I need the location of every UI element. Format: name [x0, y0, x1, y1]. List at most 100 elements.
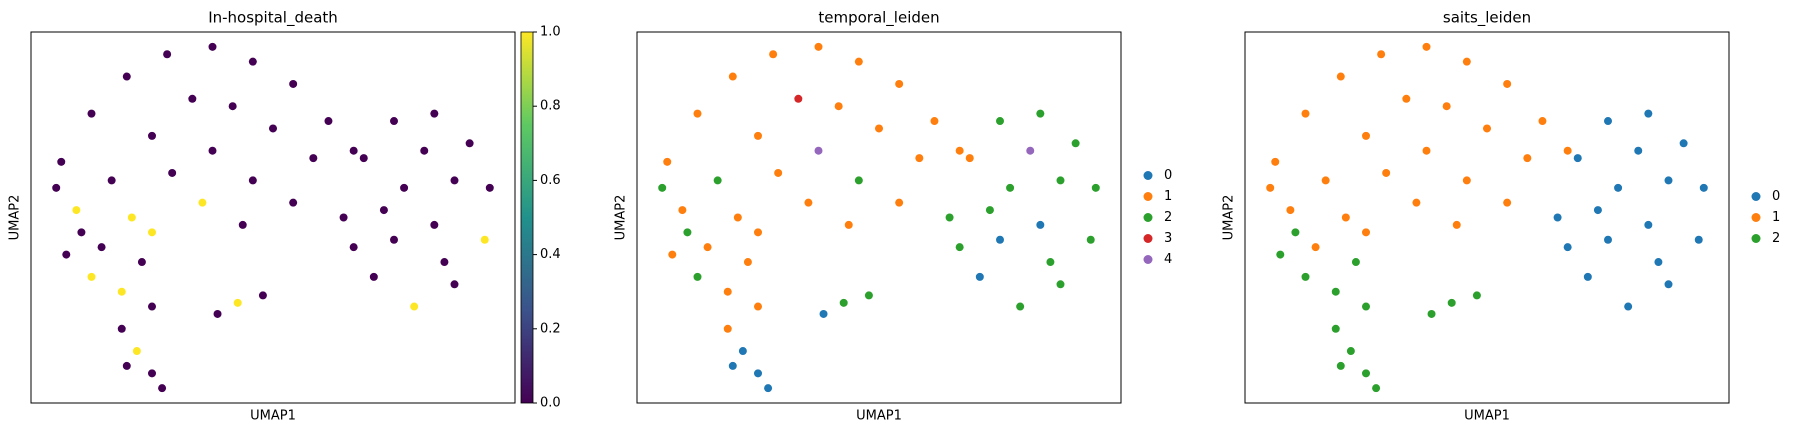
point: [148, 302, 156, 311]
legend-label: 0: [1772, 189, 1780, 204]
point: [733, 213, 742, 222]
point: [198, 198, 207, 207]
point: [228, 102, 237, 111]
point: [875, 124, 883, 133]
point: [678, 206, 687, 215]
point: [895, 198, 904, 207]
x-axis-label: UMAP1: [856, 409, 902, 424]
point: [324, 117, 333, 126]
point: [754, 302, 762, 311]
point: [450, 176, 459, 185]
point: [107, 176, 116, 185]
point: [1472, 291, 1481, 300]
point: [369, 272, 378, 281]
point: [1503, 198, 1512, 207]
point: [794, 94, 803, 103]
point: [754, 228, 762, 237]
point: [339, 213, 348, 222]
point: [1523, 154, 1532, 163]
point: [148, 131, 156, 140]
point: [965, 154, 974, 163]
point: [1447, 298, 1456, 307]
y-axis-label: UMAP2: [8, 195, 23, 241]
point: [248, 176, 257, 185]
legend-marker: [1143, 234, 1153, 243]
point: [1664, 176, 1673, 185]
point: [238, 220, 247, 229]
point: [450, 280, 459, 289]
axes-frame: [30, 31, 516, 404]
point: [1422, 146, 1431, 155]
point: [1624, 302, 1633, 311]
point: [1644, 220, 1653, 229]
point: [137, 258, 146, 267]
point: [1699, 183, 1708, 192]
legend-marker: [1751, 213, 1761, 222]
point: [996, 235, 1004, 244]
point: [945, 213, 954, 222]
legend-label: 0: [1164, 168, 1172, 183]
point: [930, 117, 939, 126]
legend-label: 2: [1772, 231, 1780, 246]
point: [895, 79, 904, 88]
point: [1483, 124, 1491, 133]
points: [658, 42, 1100, 393]
point: [1276, 250, 1285, 259]
y-axis-label: UMAP2: [1222, 195, 1237, 241]
point: [269, 124, 277, 133]
point: [213, 309, 222, 318]
point: [127, 213, 136, 222]
point: [77, 228, 86, 237]
point: [117, 324, 126, 333]
point: [1694, 235, 1703, 244]
point: [1553, 213, 1562, 222]
point: [769, 50, 778, 59]
point: [52, 183, 61, 192]
point: [1336, 361, 1345, 370]
point: [839, 298, 848, 307]
point: [158, 384, 167, 393]
panel-title: temporal_leiden: [818, 9, 939, 28]
point: [1644, 109, 1653, 118]
colorbar-tick-label: 0.0: [540, 396, 561, 411]
point: [233, 298, 242, 307]
point: [379, 206, 388, 215]
point: [349, 146, 358, 155]
point: [1056, 176, 1065, 185]
point: [188, 94, 197, 103]
point: [1026, 146, 1035, 155]
point: [1362, 302, 1370, 311]
point: [258, 291, 267, 300]
point: [1056, 280, 1065, 289]
point: [1563, 146, 1572, 155]
point: [864, 291, 873, 300]
point: [390, 117, 398, 126]
point: [1372, 384, 1381, 393]
point: [1377, 50, 1386, 59]
point: [1462, 176, 1471, 185]
point: [1362, 228, 1370, 237]
point: [1634, 146, 1643, 155]
point: [1593, 206, 1602, 215]
point: [1427, 309, 1436, 318]
point: [1362, 369, 1370, 378]
point: [814, 42, 823, 51]
point: [668, 250, 677, 259]
point: [1016, 302, 1025, 311]
point: [440, 258, 449, 267]
colorbar-tick-label: 1.0: [540, 25, 561, 40]
point: [955, 243, 964, 252]
point: [703, 243, 712, 252]
point: [359, 154, 368, 163]
point: [1321, 176, 1330, 185]
point: [754, 131, 762, 140]
point: [754, 369, 762, 378]
point: [480, 235, 489, 244]
point: [1442, 102, 1451, 111]
point: [804, 198, 813, 207]
point: [289, 198, 298, 207]
point: [814, 146, 823, 155]
points: [52, 42, 494, 393]
point: [1266, 183, 1275, 192]
point: [723, 324, 732, 333]
